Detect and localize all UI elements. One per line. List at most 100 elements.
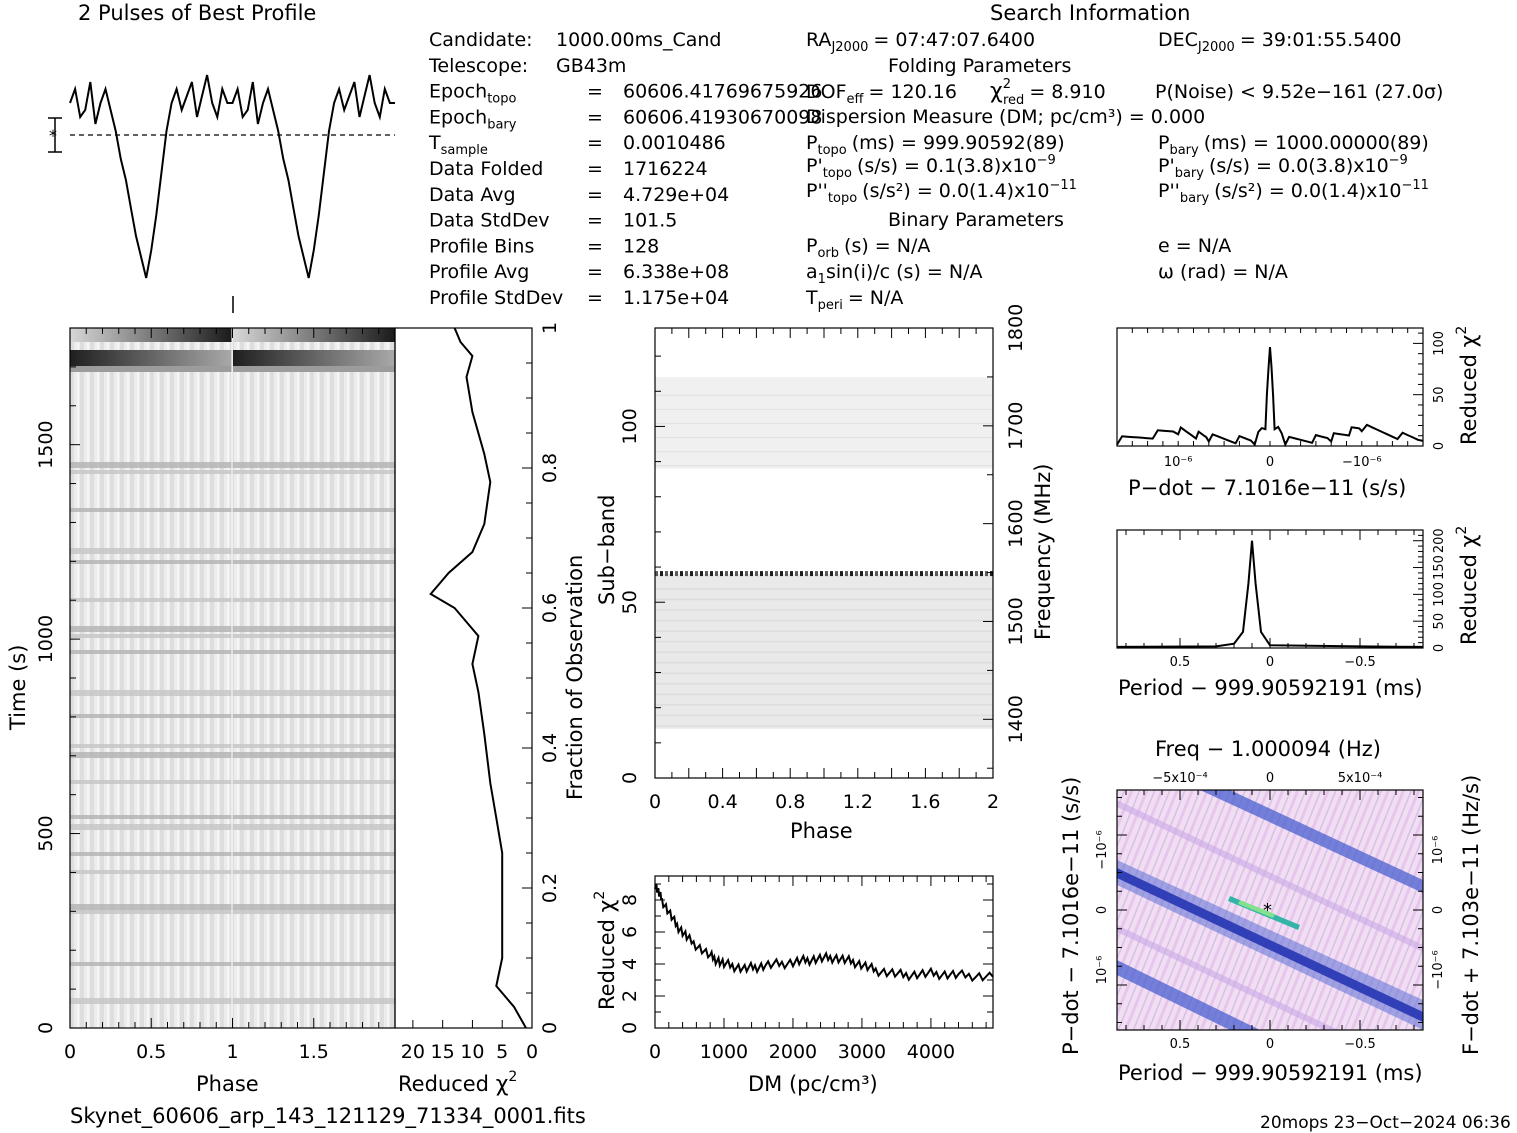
period-ytick-label: 200 (1432, 528, 1447, 553)
chi-frac-xlabel: Reduced χ2 (398, 1069, 517, 1097)
sb-xtick-label: 0.4 (707, 791, 737, 813)
dm-label: Dispersion Measure (DM; pc/cm³) = 0.000 (806, 106, 1205, 128)
subband-strong-row (745, 571, 748, 577)
tp-xtick-label: 0 (64, 1041, 76, 1063)
subband-row (655, 422, 993, 425)
folding-params-title: Folding Parameters (888, 55, 1071, 77)
info-row-value: 1000.00ms_Cand (556, 29, 722, 51)
info-row-value: 6.338e+08 (623, 261, 729, 283)
subband-strong-row (840, 571, 843, 577)
pp-xlabel: Period − 999.90592191 (ms) (1118, 1061, 1423, 1085)
pdot-bary-label: P'bary (s/s) = 0.0(3.8)x10−9 (1158, 153, 1408, 181)
subband-row (655, 704, 993, 706)
dm-xlabel: DM (pc/cm³) (748, 1072, 878, 1096)
subband-row (655, 640, 993, 643)
tp-ytick-label: 0 (35, 1022, 57, 1034)
chi-frac-ytick-label: 0.2 (539, 873, 561, 903)
subband-strong-row (735, 571, 738, 577)
sb-xtick-label: 2 (987, 791, 999, 813)
dof-label: DOFeff = 120.16 (806, 81, 957, 107)
chi-frac-ytick-label: 0.6 (539, 593, 561, 623)
sb-xlabel: Phase (790, 819, 853, 843)
sb-ytick-right-label: 1500 (1005, 597, 1027, 645)
pdot-xtick-label: 0 (1266, 455, 1274, 470)
subband-strong-row (820, 571, 823, 577)
profile-title: 2 Pulses of Best Profile (78, 1, 316, 25)
info-row-value: 60606.41769675926 (623, 81, 822, 103)
search-info-title: Search Information (990, 1, 1190, 25)
chi-frac-xtick-label: 10 (460, 1041, 484, 1063)
info-row-label: Candidate: (429, 29, 533, 51)
best-point-marker: * (1263, 900, 1272, 921)
subband-row (655, 725, 993, 727)
subband-row (655, 714, 993, 717)
subband-strong-row (950, 571, 953, 577)
subband-strong-row (670, 571, 673, 577)
subband-strong-row (690, 571, 693, 577)
omega-label: ω (rad) = N/A (1158, 261, 1288, 283)
pdot-xlabel: P−dot − 7.1016e−11 (s/s) (1128, 476, 1406, 500)
subband-strong-row (920, 571, 923, 577)
info-row-eq: = (587, 287, 603, 309)
info-row-label: Data Avg (429, 184, 516, 206)
info-row-eq: = (587, 158, 603, 180)
subband-strong-row (965, 571, 968, 577)
chi-frac-ylabel: Fraction of Observation (563, 555, 587, 800)
subband-strong-row (685, 571, 688, 577)
ecc-label: e = N/A (1158, 235, 1231, 257)
subband-strong-row (725, 571, 728, 577)
pp-ytick-label: 0 (1095, 906, 1110, 914)
pp-top-tick-label: 5x10⁻⁴ (1338, 771, 1383, 786)
search-info: RAJ2000 = 07:47:07.6400 DECJ2000 = 39:01:5… (805, 29, 1443, 313)
period-xlabel: Period − 999.90592191 (ms) (1118, 676, 1423, 700)
sb-ylabel: Sub−band (595, 495, 619, 605)
subband-strong-row (700, 571, 703, 577)
pp-ytick-label: 10⁻⁶ (1095, 956, 1110, 985)
subband-strong-row (695, 571, 698, 577)
subband-strong-row (710, 571, 713, 577)
dm-ytick-label: 2 (619, 990, 641, 1002)
subband-strong-row (875, 571, 878, 577)
info-row-eq: = (587, 210, 603, 232)
a1sini-label: a1sin(i)/c (s) = N/A (806, 261, 982, 287)
chi-frac-ytick-label: 0 (539, 1022, 561, 1034)
tp-ytick-label: 500 (35, 815, 57, 851)
subband-strong-row (790, 571, 793, 577)
chi-frac-ytick-label: 0.4 (539, 733, 561, 763)
info-row-eq: = (587, 106, 603, 128)
period-curve (1116, 540, 1424, 648)
info-row-value: 128 (623, 235, 659, 257)
pp-ytick-right-label: 0 (1431, 906, 1446, 914)
pp-xtick-label: 0.5 (1170, 1037, 1191, 1052)
dm-ylabel: Reduced χ2 (592, 891, 620, 1010)
subband-strong-row (755, 571, 758, 577)
subband-strong-row (805, 571, 808, 577)
ptopo-label: Ptopo (ms) = 999.90592(89) (806, 132, 1065, 158)
info-row-value: GB43m (556, 55, 626, 77)
sb-xtick-label: 1.6 (910, 791, 940, 813)
subband-strong-row (990, 571, 993, 577)
subband-strong-row (860, 571, 863, 577)
pdot-curve (1116, 347, 1424, 448)
subband-strong-row (740, 571, 743, 577)
sb-ytick-right-label: 1400 (1005, 695, 1027, 743)
pdot-xtick-label: −10⁻⁶ (1342, 455, 1382, 470)
subband-row (655, 672, 993, 675)
period-ytick-label: 150 (1432, 555, 1447, 580)
subband-strong-row (985, 571, 988, 577)
subband-strong-row (845, 571, 848, 577)
sb-ytick-label: 50 (619, 590, 641, 614)
subband-strong-row (980, 571, 983, 577)
info-row-value: 1716224 (623, 158, 708, 180)
binary-params-title: Binary Parameters (888, 209, 1064, 231)
info-row-eq: = (587, 261, 603, 283)
pdot-chi2-plot: 10⁻⁶ 0 −10⁻⁶ 0 50 100 (1116, 327, 1447, 470)
subband-row (655, 619, 993, 622)
pp-ylabel: P−dot − 7.1016e−11 (s/s) (1059, 777, 1083, 1055)
period-ytick-label: 0 (1432, 644, 1447, 652)
period-xtick-label: −0.5 (1344, 655, 1376, 670)
info-row-label: Data Folded (429, 158, 543, 180)
subband-row (655, 661, 993, 664)
pdot-ytick-label: 100 (1432, 331, 1447, 356)
